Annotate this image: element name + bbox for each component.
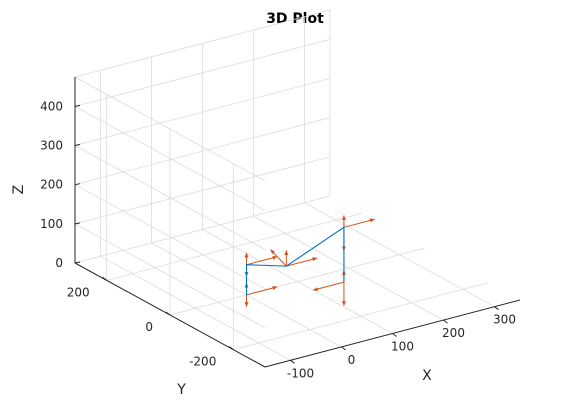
grid-line-z-back xyxy=(74,78,331,146)
frame-arrow xyxy=(286,257,318,267)
frame-arrow xyxy=(270,249,287,267)
x-tick-mark xyxy=(290,359,295,364)
y-tick-label: -200 xyxy=(189,355,216,369)
x-tick-mark xyxy=(494,306,499,311)
data-layer xyxy=(244,215,376,308)
y-tick-label: 200 xyxy=(67,285,90,299)
x-tick-label: 200 xyxy=(442,326,465,340)
grid-line-y-floor xyxy=(169,247,426,316)
axes xyxy=(74,77,521,368)
frame-arrow xyxy=(246,255,278,266)
z-tick-mark xyxy=(74,144,81,147)
z-tick-label: 300 xyxy=(40,139,63,153)
y-tick-label: 0 xyxy=(145,320,153,334)
x-tick-label: 0 xyxy=(348,353,356,367)
z-tick-mark xyxy=(74,261,81,264)
x-tick-label: 300 xyxy=(493,313,516,327)
grid-line-y-floor xyxy=(233,282,489,351)
x-tick-mark xyxy=(443,319,448,324)
grid-line-z-side xyxy=(74,223,266,329)
grid-line-z-side xyxy=(74,184,266,290)
grid-line-z-side xyxy=(74,145,266,250)
frame-arrow xyxy=(246,286,278,296)
grid-line-z-back xyxy=(74,117,331,186)
grid-line-z-back xyxy=(74,38,331,107)
y-tick-mark xyxy=(229,346,234,351)
box-edge xyxy=(74,76,266,182)
z-tick-label: 400 xyxy=(40,99,63,113)
frame-arrow xyxy=(343,218,376,228)
grid-line-z-back xyxy=(74,195,331,264)
z-tick-mark xyxy=(74,222,81,225)
z-tick-label: 200 xyxy=(40,178,63,192)
x-tick-label: 100 xyxy=(391,340,414,354)
y-tick-mark xyxy=(102,276,107,281)
x-tick-mark xyxy=(341,346,346,351)
z-tick-mark xyxy=(74,104,81,107)
tick-labels: -100 0 100 200 300 200 0 -200 0 100 200 300 400 xyxy=(40,99,516,380)
z-tick-mark xyxy=(74,183,81,186)
box-edge xyxy=(74,9,331,78)
frame-arrow xyxy=(312,281,345,291)
grid-line-y-floor xyxy=(106,212,362,281)
x-tick-label: -100 xyxy=(287,366,314,380)
y-axis-label: Y xyxy=(176,382,186,398)
z-axis-label: Z xyxy=(11,185,27,195)
grid-line-z-side xyxy=(74,106,266,211)
grid-lines xyxy=(74,9,495,368)
x-tick-mark xyxy=(392,333,397,337)
z-tick-label: 0 xyxy=(55,256,63,270)
y-tick-mark xyxy=(165,311,171,316)
z-tick-label: 100 xyxy=(40,217,63,231)
x-axis-label: X xyxy=(422,368,432,384)
grid-line-z-back xyxy=(74,156,331,225)
